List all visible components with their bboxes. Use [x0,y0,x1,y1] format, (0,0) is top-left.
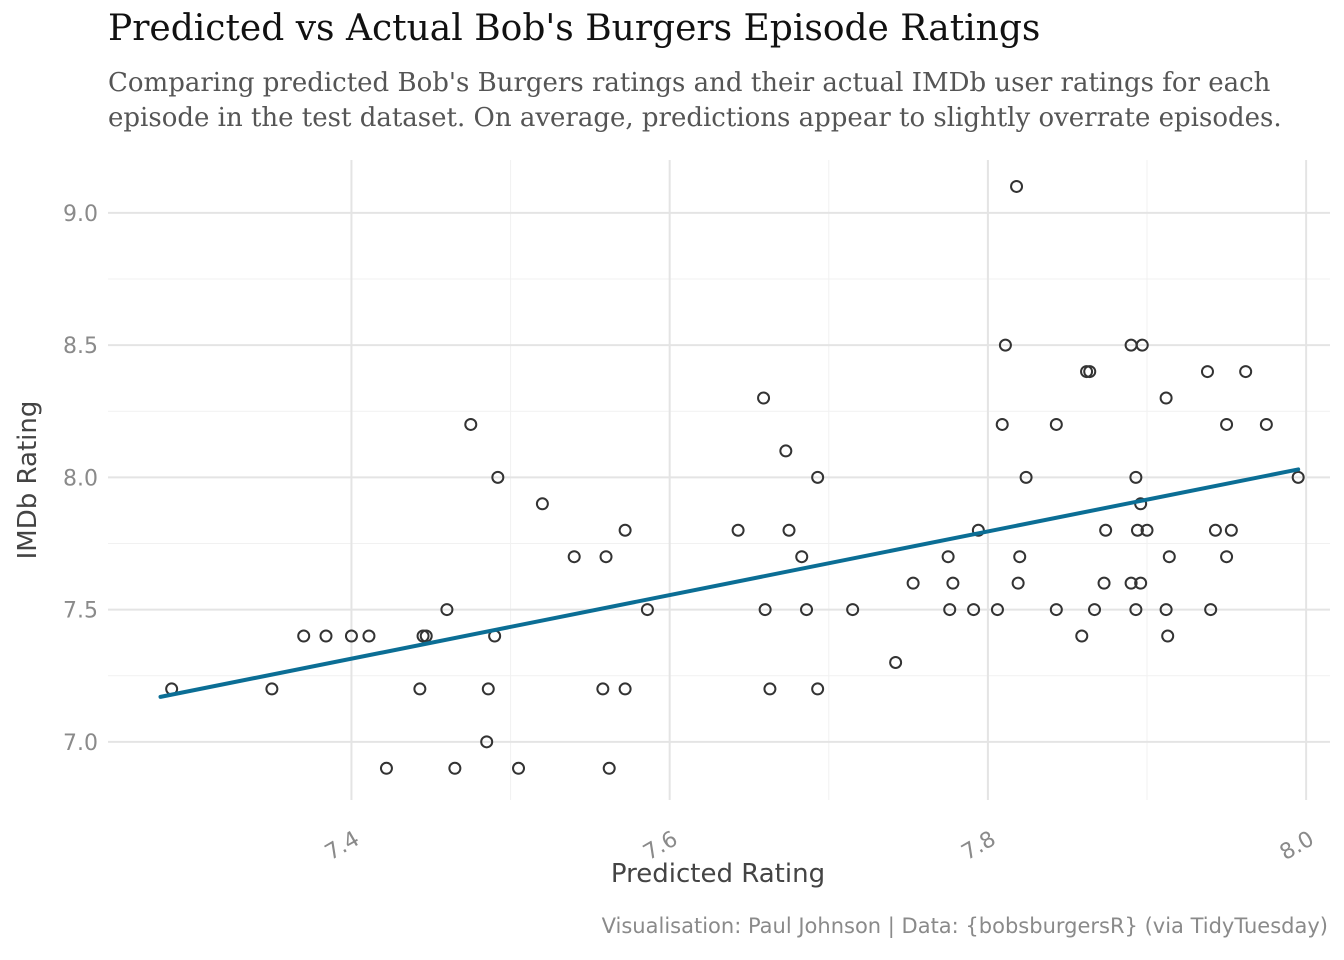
data-point [1159,603,1173,617]
data-point [1097,576,1111,590]
data-point [419,629,433,643]
data-point [1130,523,1144,537]
y-tick-label: 9.0 [63,202,98,227]
data-point [1019,470,1033,484]
data-point [946,576,960,590]
data-point [481,682,495,696]
data-point [758,603,772,617]
data-point [763,682,777,696]
data-point [1013,550,1027,564]
data-point [795,550,809,564]
data-point [943,603,957,617]
data-point [811,470,825,484]
trend-line [158,467,1301,699]
trend-line-group [158,467,1301,699]
data-point [1088,603,1102,617]
data-point [413,682,427,696]
y-axis-ticks: 7.0 7.5 8.0 8.5 9.0 [63,202,98,756]
chart-caption: Visualisation: Paul Johnson | Data: {bob… [601,914,1328,938]
data-point [1239,365,1253,379]
x-axis-title: Predicted Rating [611,859,825,889]
x-tick-label: 7.8 [958,827,1001,866]
data-point [491,470,505,484]
data-point [995,417,1009,431]
data-point [1049,417,1063,431]
data-point [990,603,1004,617]
data-point [599,550,613,564]
data-point [567,550,581,564]
data-point [967,603,981,617]
data-point [1134,576,1148,590]
data-point [440,603,454,617]
data-point [379,761,393,775]
data-point [779,444,793,458]
subtitle-line-2: episode in the test dataset. On average,… [108,103,1282,133]
y-axis-title: IMDb Rating [13,401,43,560]
data-point [602,761,616,775]
data-point [512,761,526,775]
data-point [1083,365,1097,379]
data-point [319,629,333,643]
data-point [618,523,632,537]
subtitle-line-1: Comparing predicted Bob's Burgers rating… [108,68,1271,98]
data-point [297,629,311,643]
data-point [782,523,796,537]
data-point [618,682,632,696]
x-tick-label: 7.4 [321,827,364,866]
data-point [1129,603,1143,617]
chart-title: Predicted vs Actual Bob's Burgers Episod… [108,8,1041,49]
y-tick-label: 8.0 [63,466,98,491]
data-point [464,417,478,431]
data-point [362,629,376,643]
data-point [906,576,920,590]
data-point [1200,365,1214,379]
data-point [535,497,549,511]
data-point [640,603,654,617]
data-point [1291,470,1305,484]
data-points [165,179,1305,775]
data-point [1204,603,1218,617]
data-point [265,682,279,696]
data-point [1220,417,1234,431]
data-point [998,338,1012,352]
data-point [344,629,358,643]
data-point [1124,576,1138,590]
data-point [448,761,462,775]
x-tick-label: 8.0 [1276,827,1319,866]
data-point [889,655,903,669]
data-point [757,391,771,405]
data-point [1162,550,1176,564]
data-point [1259,417,1273,431]
y-tick-label: 8.5 [63,334,98,359]
data-point [1011,576,1025,590]
data-point [846,603,860,617]
chart-subtitle: Comparing predicted Bob's Burgers rating… [108,66,1344,136]
grid [108,160,1330,800]
y-tick-label: 7.0 [63,731,98,756]
data-point [1010,179,1024,193]
data-point [480,735,494,749]
data-point [1135,338,1149,352]
data-point [800,603,814,617]
data-point [1224,523,1238,537]
data-point [1049,603,1063,617]
data-point [1161,629,1175,643]
data-point [596,682,610,696]
data-point [1220,550,1234,564]
data-point [1159,391,1173,405]
data-point [1075,629,1089,643]
data-point [1208,523,1222,537]
data-point [1140,523,1154,537]
data-point [1099,523,1113,537]
data-point [731,523,745,537]
data-point [941,550,955,564]
data-point [811,682,825,696]
data-point [1129,470,1143,484]
y-tick-label: 7.5 [63,599,98,624]
